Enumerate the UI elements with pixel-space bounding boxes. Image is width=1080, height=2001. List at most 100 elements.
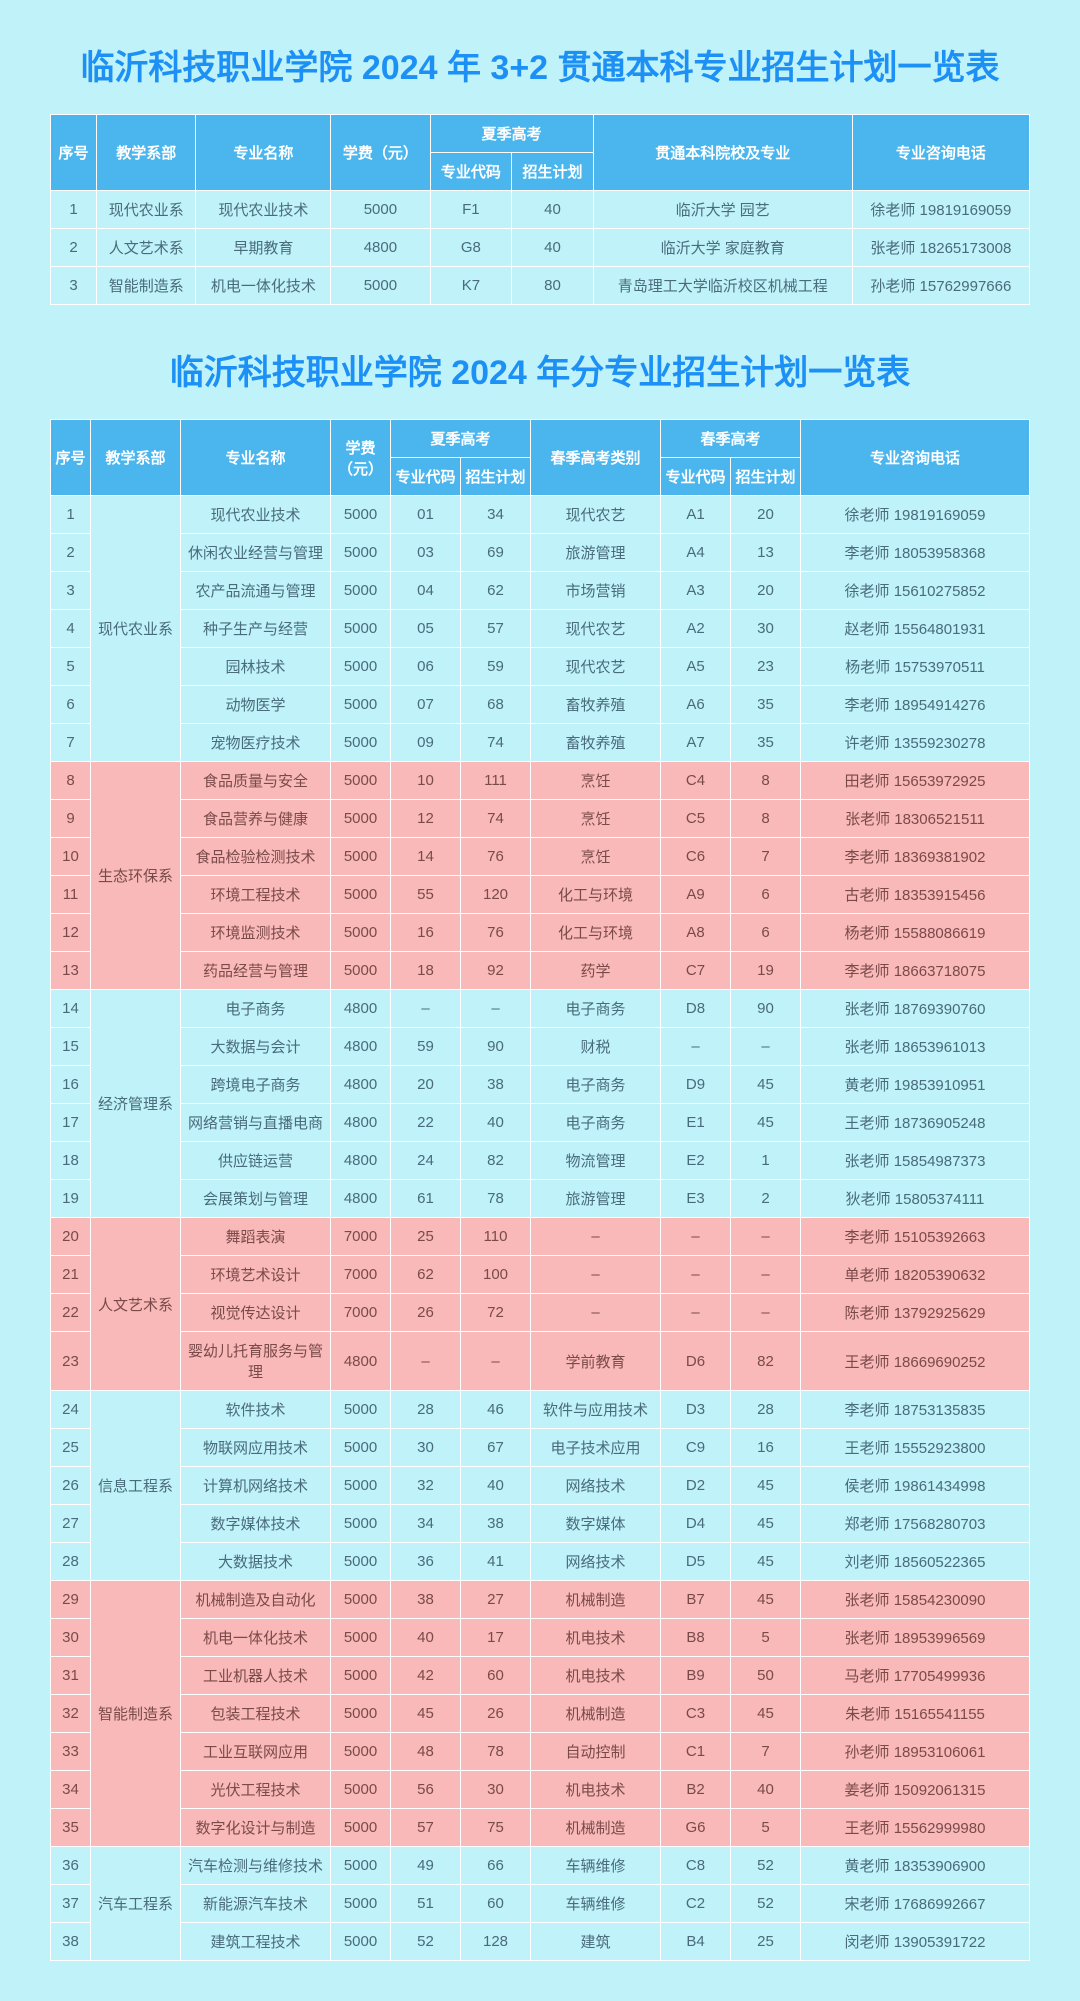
cell-spp: 45 — [731, 1467, 801, 1505]
cell-spp: 35 — [731, 686, 801, 724]
cell-sp: 40 — [461, 1467, 531, 1505]
cell-fee: 4800 — [331, 1066, 391, 1104]
cell-seq: 25 — [51, 1429, 91, 1467]
cell-phone: 张老师 18265173008 — [852, 229, 1029, 267]
cell-cat: 数字媒体 — [531, 1505, 661, 1543]
cell-cat: 软件与应用技术 — [531, 1391, 661, 1429]
cell-spp: 45 — [731, 1543, 801, 1581]
cell-seq: 3 — [51, 572, 91, 610]
cell-sp: 75 — [461, 1809, 531, 1847]
cell-sc: 01 — [391, 496, 461, 534]
cell-seq: 15 — [51, 1028, 91, 1066]
cell-cat: 学前教育 — [531, 1332, 661, 1391]
cell-phone: 李老师 18369381902 — [801, 838, 1030, 876]
cell-fee: 5000 — [331, 1467, 391, 1505]
cell-spc: A7 — [661, 724, 731, 762]
cell-spc: A6 — [661, 686, 731, 724]
table-row: 16跨境电子商务48002038电子商务D945黄老师 19853910951 — [51, 1066, 1030, 1104]
table-row: 27数字媒体技术50003438数字媒体D445郑老师 17568280703 — [51, 1505, 1030, 1543]
cell-sp: – — [461, 1332, 531, 1391]
cell-spp: 50 — [731, 1657, 801, 1695]
table1: 序号 教学系部 专业名称 学费（元） 夏季高考 贯通本科院校及专业 专业咨询电话… — [50, 114, 1030, 305]
cell-sc: – — [391, 1332, 461, 1391]
cell-phone: 徐老师 15610275852 — [801, 572, 1030, 610]
cell-sp: 78 — [461, 1180, 531, 1218]
cell-major: 农产品流通与管理 — [181, 572, 331, 610]
cell-phone: 陈老师 13792925629 — [801, 1294, 1030, 1332]
cell-spp: 25 — [731, 1923, 801, 1961]
cell-sc: 62 — [391, 1256, 461, 1294]
cell-major: 包装工程技术 — [181, 1695, 331, 1733]
cell-phone: 徐老师 19819169059 — [801, 496, 1030, 534]
cell-major: 园林技术 — [181, 648, 331, 686]
th2-sc: 专业代码 — [391, 458, 461, 496]
table-row: 34光伏工程技术50005630机电技术B240姜老师 15092061315 — [51, 1771, 1030, 1809]
cell-seq: 5 — [51, 648, 91, 686]
cell-sc: – — [391, 990, 461, 1028]
cell-major: 光伏工程技术 — [181, 1771, 331, 1809]
cell-sc: 56 — [391, 1771, 461, 1809]
cell-seq: 13 — [51, 952, 91, 990]
cell-fee: 5000 — [331, 724, 391, 762]
cell-phone: 黄老师 18353906900 — [801, 1847, 1030, 1885]
cell-spc: A2 — [661, 610, 731, 648]
cell-seq: 8 — [51, 762, 91, 800]
cell-sp: 111 — [461, 762, 531, 800]
cell-fee: 5000 — [331, 686, 391, 724]
cell-cat: 电子商务 — [531, 1066, 661, 1104]
cell-fee: 5000 — [331, 610, 391, 648]
cell-major: 汽车检测与维修技术 — [181, 1847, 331, 1885]
cell-spp: 90 — [731, 990, 801, 1028]
cell-spc: D6 — [661, 1332, 731, 1391]
cell-plan: 40 — [512, 191, 594, 229]
cell-major: 动物医学 — [181, 686, 331, 724]
cell-spc: A1 — [661, 496, 731, 534]
cell-major: 舞蹈表演 — [181, 1218, 331, 1256]
cell-phone: 姜老师 15092061315 — [801, 1771, 1030, 1809]
cell-seq: 33 — [51, 1733, 91, 1771]
cell-fee: 5000 — [331, 1657, 391, 1695]
cell-spc: B8 — [661, 1619, 731, 1657]
cell-sc: 04 — [391, 572, 461, 610]
cell-fee: 5000 — [331, 496, 391, 534]
cell-sp: 17 — [461, 1619, 531, 1657]
cell-dept: 现代农业系 — [91, 496, 181, 762]
cell-major: 食品质量与安全 — [181, 762, 331, 800]
cell-sc: 25 — [391, 1218, 461, 1256]
cell-phone: 闵老师 13905391722 — [801, 1923, 1030, 1961]
cell-sp: 90 — [461, 1028, 531, 1066]
cell-spc: C9 — [661, 1429, 731, 1467]
cell-major: 软件技术 — [181, 1391, 331, 1429]
cell-through: 临沂大学 家庭教育 — [593, 229, 852, 267]
cell-fee: 5000 — [331, 1429, 391, 1467]
cell-cat: 网络技术 — [531, 1467, 661, 1505]
cell-spp: 7 — [731, 838, 801, 876]
cell-spp: 35 — [731, 724, 801, 762]
cell-sp: 72 — [461, 1294, 531, 1332]
cell-phone: 张老师 15854987373 — [801, 1142, 1030, 1180]
th-phone: 专业咨询电话 — [852, 115, 1029, 191]
table-row: 19会展策划与管理48006178旅游管理E32狄老师 15805374111 — [51, 1180, 1030, 1218]
cell-sc: 10 — [391, 762, 461, 800]
cell-phone: 单老师 18205390632 — [801, 1256, 1030, 1294]
cell-sp: 120 — [461, 876, 531, 914]
cell-phone: 古老师 18353915456 — [801, 876, 1030, 914]
cell-spc: – — [661, 1256, 731, 1294]
cell-sp: 68 — [461, 686, 531, 724]
cell-seq: 26 — [51, 1467, 91, 1505]
cell-cat: 机械制造 — [531, 1581, 661, 1619]
cell-sc: 14 — [391, 838, 461, 876]
cell-code: F1 — [430, 191, 512, 229]
cell-spc: – — [661, 1294, 731, 1332]
table-row: 11环境工程技术500055120化工与环境A96古老师 18353915456 — [51, 876, 1030, 914]
table-row: 26计算机网络技术50003240网络技术D245侯老师 19861434998 — [51, 1467, 1030, 1505]
cell-spp: – — [731, 1028, 801, 1066]
cell-spp: 7 — [731, 1733, 801, 1771]
cell-major: 机械制造及自动化 — [181, 1581, 331, 1619]
cell-phone: 李老师 15105392663 — [801, 1218, 1030, 1256]
th2-spring: 春季高考 — [661, 420, 801, 458]
cell-fee: 5000 — [331, 1809, 391, 1847]
cell-cat: – — [531, 1294, 661, 1332]
cell-spc: C8 — [661, 1847, 731, 1885]
cell-major: 大数据技术 — [181, 1543, 331, 1581]
